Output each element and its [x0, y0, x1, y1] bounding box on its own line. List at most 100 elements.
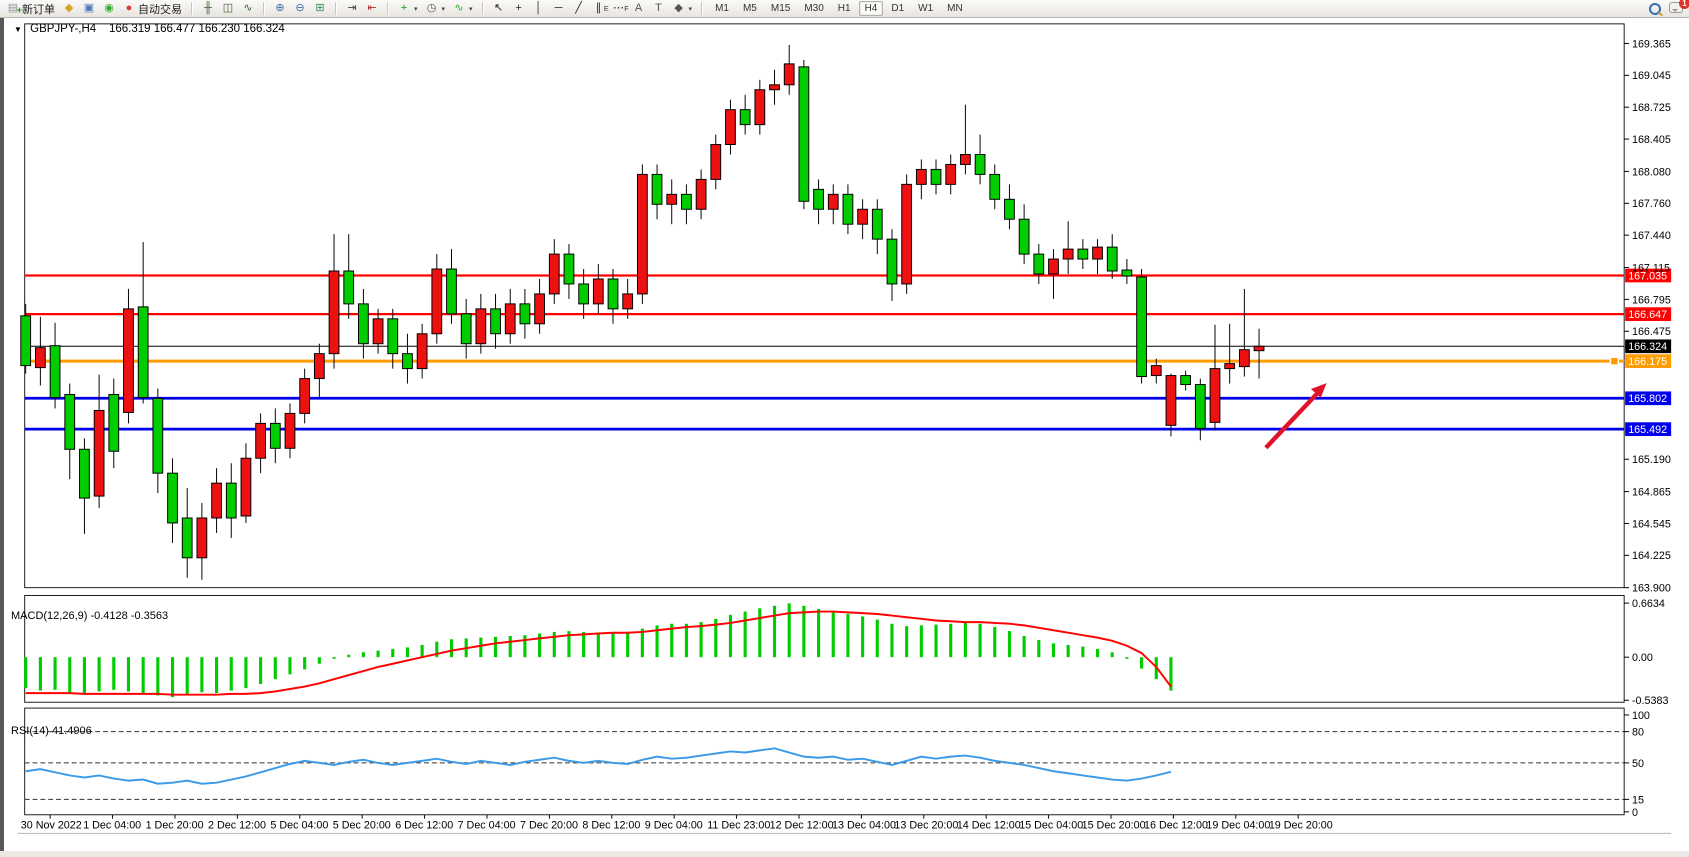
line-chart-button[interactable]: ∿ [238, 1, 258, 16]
rsi-panel[interactable] [24, 707, 1625, 816]
auto-scroll-button[interactable]: ⇥ [342, 1, 362, 16]
svg-text:166.647: 166.647 [1628, 309, 1667, 321]
dropdown-caret-icon[interactable]: ▾ [441, 5, 446, 13]
line-drag-handle[interactable] [1609, 356, 1620, 366]
fibonacci-button[interactable]: ⋯ F [609, 1, 629, 16]
candle-body [1106, 246, 1118, 272]
price-chart-canvas[interactable]: 167.035 166.647 166.324 166.175 165.802 165.4… [0, 18, 1689, 851]
zoom-out-button[interactable]: ⊖ [290, 1, 310, 16]
price-axis-label: 167.760 [1632, 198, 1671, 210]
clock-icon: ◷ [426, 2, 437, 14]
candle-body [34, 347, 46, 369]
dropdown-caret-icon[interactable]: ▾ [688, 5, 693, 13]
text-label-button[interactable]: T [649, 1, 669, 16]
price-tag: 167.035 [1625, 268, 1672, 282]
tile-windows-button[interactable]: ⊞ [310, 1, 330, 16]
time-axis-label: 5 Dec 04:00 [270, 819, 328, 831]
time-axis-label: 5 Dec 20:00 [333, 819, 391, 831]
timeframe-button-d1[interactable]: D1 [891, 3, 905, 14]
candlestick-chart-button[interactable]: ◫ [218, 1, 238, 16]
chart-window[interactable]: ▼ GBPJPY-,H4 166.319 166.477 166.230 166… [0, 18, 1689, 851]
trendline-button[interactable]: ╱ [569, 1, 589, 16]
macd-panel[interactable] [24, 595, 1625, 703]
annotation-arrow[interactable] [1264, 383, 1327, 450]
time-axis[interactable]: 30 Nov 2022 1 Dec 04:00 1 Dec 20:00 2 Dec 1… [21, 814, 1333, 832]
market-watch-button[interactable]: ▣ [79, 1, 99, 16]
time-axis-label: 7 Dec 20:00 [520, 819, 578, 831]
text-button[interactable]: A [629, 1, 649, 16]
bar-chart-button[interactable]: ╫ [198, 1, 218, 16]
chevron-down-icon[interactable]: ▼ [14, 25, 22, 34]
candle-body [504, 303, 516, 335]
profile-button[interactable]: ◆ [59, 1, 79, 16]
indicators-button[interactable]: ∿ ▾ [449, 1, 477, 16]
candle-body [754, 89, 766, 126]
candle-body [563, 253, 575, 285]
horizontal-line-button[interactable]: ─ [549, 1, 569, 16]
timeframe-button-h1[interactable]: H1 [837, 3, 851, 14]
price-axis-label: 163.900 [1632, 583, 1671, 595]
candle-body [974, 154, 986, 175]
candle-body [769, 84, 780, 91]
toolbar-separator [481, 2, 484, 15]
toolbar-separator [701, 2, 704, 15]
sound-icon: ◉ [104, 2, 114, 14]
new-chart-button[interactable]: + ▾ [394, 1, 422, 16]
candle-body [211, 482, 222, 519]
main-plot-area[interactable] [24, 23, 1625, 589]
timeframe-button-m1[interactable]: M1 [715, 3, 729, 14]
candle-body [1150, 365, 1162, 377]
timeframe-button-mn[interactable]: MN [947, 3, 963, 14]
chart-shift-button[interactable]: ⇤ [362, 1, 382, 16]
time-axis-label: 14 Dec 12:00 [957, 819, 1021, 831]
crosshair-icon: + [515, 2, 522, 14]
toolbar-group-zoom: ⊕ ⊖ ⊞ [267, 0, 333, 17]
timeframe-button-h4[interactable]: H4 [858, 1, 884, 16]
dropdown-caret-icon[interactable]: ▾ [414, 5, 418, 13]
zoom-in-button[interactable]: ⊕ [270, 1, 290, 16]
candle-body [460, 313, 472, 345]
toolbar-group-orders: ▤ + 新订单 ◆ ▣ ◉ ● 自动交易 [0, 0, 189, 17]
alerts-button[interactable]: ◉ [99, 1, 119, 16]
chart-shift-icon: ⇤ [367, 2, 377, 14]
candle-body [387, 318, 399, 355]
candle-body [519, 303, 531, 325]
candle-body [475, 308, 487, 345]
price-axis-label: 164.865 [1632, 487, 1671, 499]
vertical-line-button[interactable]: │ [529, 1, 549, 16]
timeframe-button-m15[interactable]: M15 [770, 3, 791, 14]
timeframe-button-w1[interactable]: W1 [918, 3, 934, 14]
new-order-button[interactable]: ▤ + 新订单 [3, 1, 59, 16]
candle-body [284, 412, 296, 449]
time-axis-label: 7 Dec 04:00 [458, 819, 516, 831]
candle-body [651, 173, 663, 205]
candle-body [299, 378, 311, 414]
candle-body [137, 306, 149, 398]
candle-body [196, 517, 208, 559]
cursor-button[interactable]: ↖ [489, 1, 509, 16]
candle-body [372, 318, 384, 345]
macd-indicator-label: MACD(12,26,9) -0.4128 -0.3563 [11, 610, 169, 622]
candle-body [79, 448, 90, 499]
messages-button[interactable]: 1 [1669, 0, 1689, 16]
crosshair-button[interactable]: + [509, 1, 529, 16]
candle-body [1018, 218, 1030, 255]
autotrading-button[interactable]: ● 自动交易 [119, 1, 186, 16]
periods-button[interactable]: ◷ ▾ [422, 1, 450, 16]
symbol-timeframe-label: GBPJPY-,H4 [30, 23, 97, 35]
rsi-indicator-label: RSI(14) 41.4906 [11, 725, 92, 737]
search-icon[interactable] [1649, 2, 1661, 15]
arrows-button[interactable]: ◆ ▾ [669, 1, 697, 16]
channel-button[interactable]: ∥ E [589, 1, 609, 16]
price-axis-label: 168.725 [1632, 102, 1671, 114]
candle-body [1092, 246, 1103, 260]
dropdown-caret-icon[interactable]: ▾ [469, 5, 473, 13]
timeframe-button-m30[interactable]: M30 [804, 3, 824, 14]
timeframe-button-m5[interactable]: M5 [742, 3, 757, 14]
candle-body [842, 193, 854, 225]
toolbar: ▤ + 新订单 ◆ ▣ ◉ ● 自动交易 ╫ ◫ ∿ ⊕ ⊖ ⊞ ⇥ ⇤ + ▾ ◷ ▾ ∿ ▾ ↖ + │ ─ ╱ ∥ E ⋯ F A T ◆ ▾… [0, 0, 1689, 18]
candle-body [446, 268, 457, 315]
candle-body [534, 293, 545, 325]
candle-body [1238, 349, 1250, 368]
text-icon: A [634, 2, 643, 14]
